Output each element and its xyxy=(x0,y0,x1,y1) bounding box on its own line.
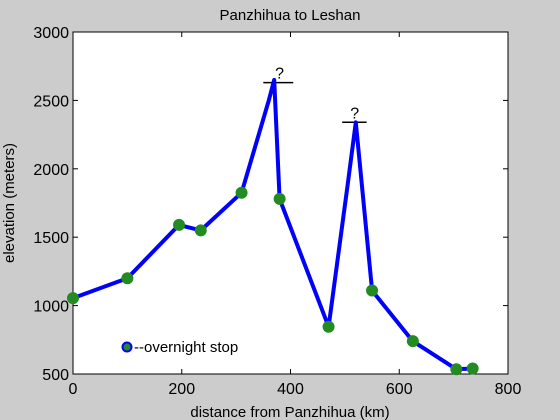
overnight-stop-point xyxy=(466,362,479,375)
overnight-stop-point xyxy=(406,335,419,348)
legend-marker xyxy=(121,341,133,353)
plot-area xyxy=(72,31,509,375)
x-axis-title: distance from Panzhihua (km) xyxy=(190,404,389,420)
y-tick-label: 2000 xyxy=(33,162,69,179)
legend: --overnight stop xyxy=(121,339,238,356)
y-tick-label: 500 xyxy=(42,367,69,384)
overnight-stop-point xyxy=(194,224,207,237)
overnight-stop-point xyxy=(366,284,379,297)
x-tick-label: 800 xyxy=(495,381,522,398)
series-group xyxy=(67,77,479,376)
y-tick-label: 2500 xyxy=(33,93,69,110)
chart-title: Panzhihua to Leshan xyxy=(220,7,361,24)
legend-label: --overnight stop xyxy=(134,339,238,356)
x-tick-label: 200 xyxy=(168,381,195,398)
peak-question-mark: ? xyxy=(350,105,359,122)
y-tick-label: 1000 xyxy=(33,299,69,316)
overnight-stop-point xyxy=(235,186,248,199)
y-tick-label: 1500 xyxy=(33,230,69,247)
ticks-group: 0 200 400 600 800 500 1000 1500 2000 2500 3000 xyxy=(33,25,521,398)
overnight-stop-point xyxy=(67,292,79,305)
overnight-stop-point xyxy=(121,272,134,285)
overnight-stop-point xyxy=(273,192,286,205)
overnight-stop-point xyxy=(322,320,335,333)
x-tick-label: 400 xyxy=(277,381,304,398)
x-tick-label: 600 xyxy=(386,381,413,398)
overnight-stop-point xyxy=(450,363,463,376)
overnight-stop-point xyxy=(173,218,186,231)
y-tick-label: 3000 xyxy=(33,25,69,42)
y-axis-title: elevation (meters) xyxy=(1,143,18,263)
x-tick-label: 0 xyxy=(69,381,78,398)
peak-question-mark: ? xyxy=(275,66,284,83)
